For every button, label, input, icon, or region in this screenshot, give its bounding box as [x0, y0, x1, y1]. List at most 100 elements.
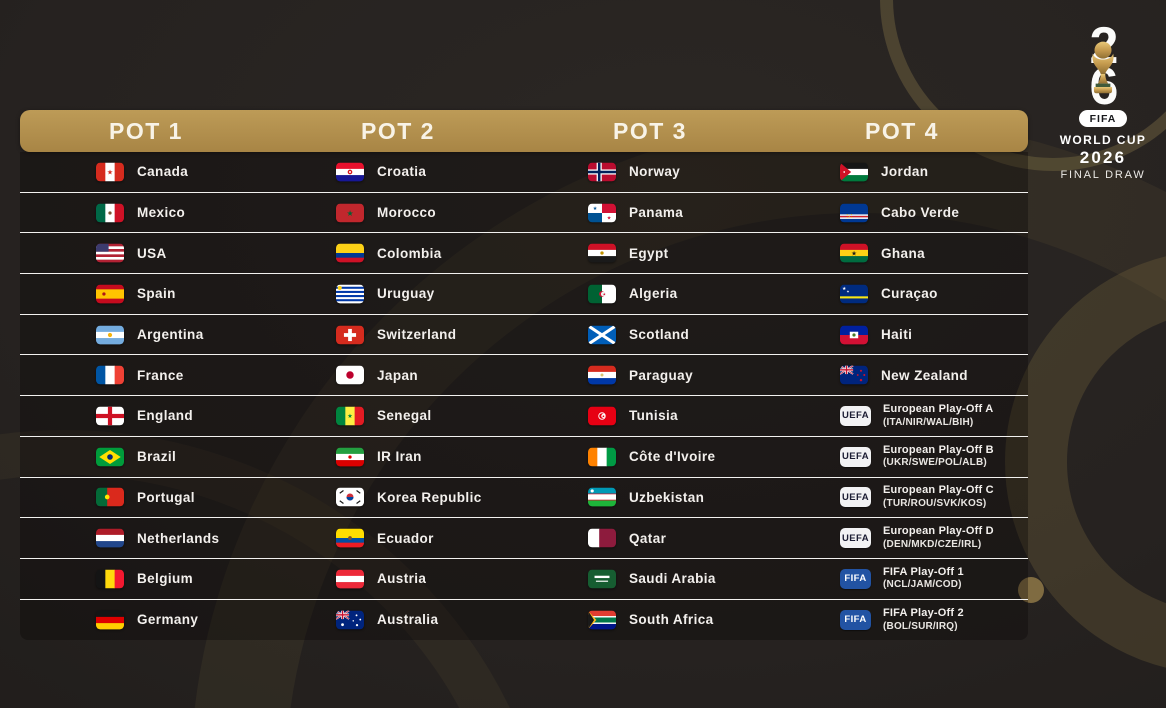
team-morocco: ★ Morocco [272, 193, 524, 233]
team-name: Korea Republic [377, 489, 482, 505]
team-name: Mexico [137, 205, 186, 221]
team-south-africa: South Africa [524, 600, 776, 641]
team-name: Paraguay [629, 367, 693, 383]
team-mexico: Mexico [20, 193, 272, 233]
table-row: Netherlands Ecuador Qatar UEFA European Play… [20, 518, 1028, 559]
playoff-teams: (ITA/NIR/WAL/BIH) [883, 416, 974, 428]
team-name: Algeria [629, 286, 678, 302]
ghana-flag-icon: ★ [840, 243, 868, 263]
new-zealand-flag-icon [840, 365, 868, 385]
playoff-text: European Play-Off B (UKR/SWE/POL/ALB) [883, 444, 994, 470]
playoff-teams: (UKR/SWE/POL/ALB) [883, 457, 987, 469]
team-usa: USA [20, 233, 272, 273]
fifa-wordmark: FIFA [1078, 110, 1128, 128]
uefa-badge-icon: UEFA [840, 528, 871, 549]
austria-flag-icon [336, 569, 364, 589]
team-algeria: ★ Algeria [524, 274, 776, 314]
team-england: England [20, 396, 272, 436]
fifa-badge-icon: FIFA [840, 568, 871, 589]
mexico-flag-icon [96, 203, 124, 223]
team-name: Senegal [377, 408, 432, 424]
table-row: Argentina Switzerland Scotland Haiti [20, 315, 1028, 356]
team-name: Belgium [137, 571, 194, 587]
svg-text:★: ★ [347, 413, 353, 420]
pots-body: ★ Canada Croatia Norway Jordan Mexico ★ Morocco… [20, 152, 1028, 641]
japan-flag-icon [336, 365, 364, 385]
germany-flag-icon [96, 610, 124, 630]
egypt-flag-icon [588, 243, 616, 263]
svg-text:★: ★ [602, 414, 606, 418]
team-name: New Zealand [881, 367, 968, 383]
team-name: USA [137, 245, 167, 261]
algeria-flag-icon: ★ [588, 284, 616, 304]
team-belgium: Belgium [20, 559, 272, 599]
morocco-flag-icon: ★ [336, 203, 364, 223]
canada-flag-icon: ★ [96, 162, 124, 182]
pot-header-4: POT 4 [865, 117, 939, 144]
team-name: Uruguay [377, 286, 435, 302]
table-row: Portugal Korea Republic Uzbekistan UEFA Euro… [20, 478, 1028, 519]
logo-final-draw-text: FINAL DRAW [1060, 169, 1146, 182]
trophy-icon [1092, 41, 1114, 94]
team-name: Portugal [137, 489, 195, 505]
uzbekistan-flag-icon [588, 487, 616, 507]
fifa-world-cup-2026-logo: 2 6 FIFA WORLD CUP 2026 FINAL DRAW [1044, 20, 1162, 182]
team-uruguay: Uruguay [272, 274, 524, 314]
team-germany: Germany [20, 600, 272, 641]
cura-ao-flag-icon: ★ ★ [840, 284, 868, 304]
korea-republic-flag-icon [336, 487, 364, 507]
playoff-name: European Play-Off D [883, 524, 994, 537]
team-name: Côte d'Ivoire [629, 449, 716, 465]
team-name: Saudi Arabia [629, 571, 716, 587]
panama-flag-icon: ★ ★ [588, 203, 616, 223]
table-row: France Japan Paraguay New Zealand [20, 355, 1028, 397]
team-name: Uzbekistan [629, 489, 705, 505]
playoff-teams: (TUR/ROU/SVK/KOS) [883, 497, 987, 509]
team-name: Croatia [377, 164, 427, 180]
team-name: South Africa [629, 612, 714, 628]
table-row: Mexico ★ Morocco ★ ★ Panama Cabo Verde [20, 193, 1028, 234]
france-flag-icon [96, 365, 124, 385]
team-argentina: Argentina [20, 315, 272, 355]
playoff-name: FIFA Play-Off 2 [883, 606, 964, 619]
team-cura-ao: ★ ★ Curaçao [776, 274, 1028, 314]
playoff-text: European Play-Off A (ITA/NIR/WAL/BIH) [883, 403, 993, 429]
cabo-verde-flag-icon [840, 203, 868, 223]
uefa-badge-icon: UEFA [840, 446, 871, 467]
team-ir-iran: IR Iran [272, 437, 524, 477]
logo-year-text: 2026 [1079, 148, 1127, 168]
team-name: England [137, 408, 194, 424]
team-egypt: Egypt [524, 233, 776, 273]
team-canada: ★ Canada [20, 152, 272, 192]
logo-world-cup-text: WORLD CUP [1059, 133, 1147, 148]
svg-text:★: ★ [851, 250, 857, 258]
playoff-teams: (DEN/MKD/CZE/IRL) [883, 538, 982, 550]
south-africa-flag-icon [588, 610, 616, 630]
team-haiti: Haiti [776, 315, 1028, 355]
scotland-flag-icon [588, 325, 616, 345]
portugal-flag-icon [96, 487, 124, 507]
playoff-european-play-off-c: UEFA European Play-Off C (TUR/ROU/SVK/KOS) [776, 478, 1028, 518]
senegal-flag-icon: ★ [336, 406, 364, 426]
paraguay-flag-icon [588, 365, 616, 385]
team-qatar: Qatar [524, 518, 776, 558]
team-new-zealand: New Zealand [776, 355, 1028, 395]
team-name: Scotland [629, 327, 690, 343]
team-name: Haiti [881, 327, 913, 343]
team-name: Austria [377, 571, 427, 587]
switzerland-flag-icon [336, 325, 364, 345]
svg-text:★: ★ [846, 289, 849, 293]
croatia-flag-icon [336, 162, 364, 182]
playoff-teams: (BOL/SUR/IRQ) [883, 620, 958, 632]
team-name: Australia [377, 612, 439, 628]
playoff-teams: (NCL/JAM/COD) [883, 579, 962, 591]
team-name: Switzerland [377, 327, 457, 343]
svg-text:★: ★ [593, 206, 598, 212]
pots-header-bar: POT 1 POT 2 POT 3 POT 4 [20, 110, 1028, 152]
team-name: Ghana [881, 245, 926, 261]
pot-header-3: POT 3 [613, 117, 687, 144]
team-cabo-verde: Cabo Verde [776, 193, 1028, 233]
playoff-name: European Play-Off B [883, 443, 994, 456]
playoff-name: European Play-Off A [883, 402, 994, 415]
table-row: USA Colombia Egypt ★ Ghana [20, 233, 1028, 275]
